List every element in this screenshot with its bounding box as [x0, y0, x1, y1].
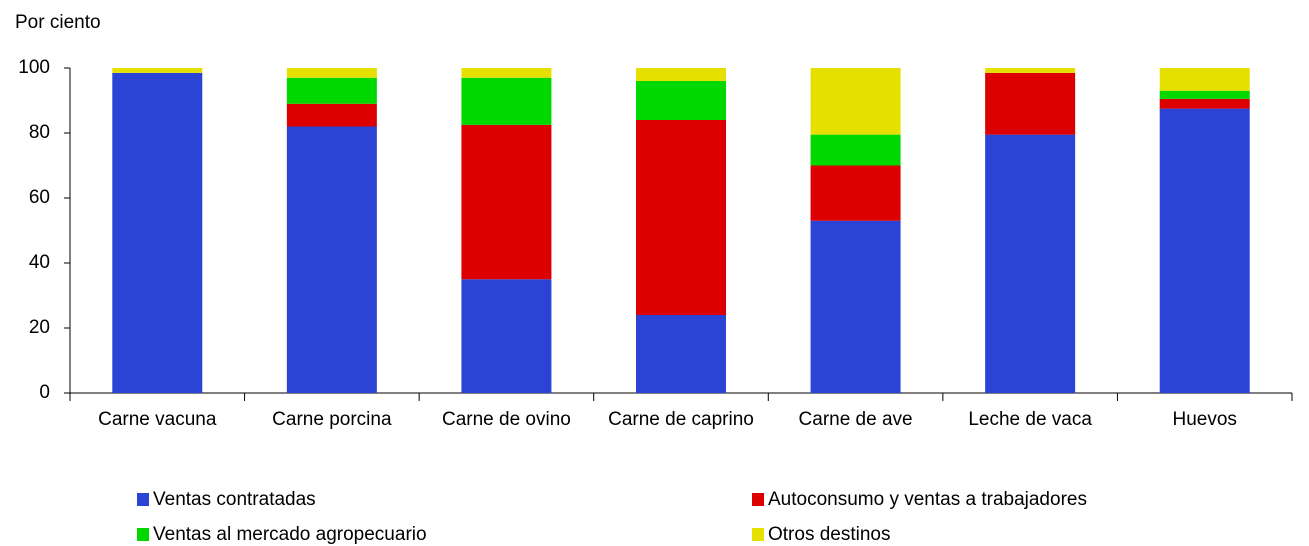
x-tick-label: Carne porcina [272, 409, 392, 430]
bar-segment [286, 126, 377, 393]
legend-label: Otros destinos [768, 524, 891, 545]
bar-segment [461, 68, 552, 78]
bar-segment [1159, 98, 1250, 109]
x-tick-label: Carne de caprino [608, 409, 754, 430]
bar-segment [1159, 90, 1250, 99]
y-axis-label: Por ciento [15, 12, 101, 33]
bar-segment [461, 77, 552, 125]
bar-segment [286, 103, 377, 127]
x-tick-label: Carne vacuna [98, 409, 217, 430]
x-tick-label: Carne de ovino [442, 409, 571, 430]
bar-segment [810, 165, 901, 221]
bar-segment [461, 279, 552, 393]
bar-segment [985, 68, 1076, 73]
bar-segment [810, 220, 901, 393]
bar-segment [461, 124, 552, 280]
bar-segment [636, 315, 726, 393]
bar-segment [810, 68, 901, 135]
bar-segment [810, 134, 901, 166]
legend-label: Ventas al mercado agropecuario [153, 524, 427, 545]
bar-segment [286, 68, 377, 78]
bar-segment [985, 72, 1076, 135]
legend-swatch [137, 528, 149, 541]
y-tick-label: 80 [29, 122, 50, 143]
legend-swatch [752, 528, 764, 541]
bar-segment [636, 81, 726, 120]
bar-segment [112, 68, 203, 73]
legend-swatch [137, 493, 149, 506]
x-tick-label: Huevos [1173, 409, 1237, 430]
y-tick-label: 40 [29, 252, 50, 273]
bar-segment [1159, 68, 1250, 91]
bar-segment [112, 72, 203, 393]
y-tick-label: 60 [29, 187, 50, 208]
y-tick-label: 0 [39, 382, 50, 403]
legend-label: Ventas contratadas [153, 489, 316, 510]
legend-label: Autoconsumo y ventas a trabajadores [768, 489, 1087, 510]
bar-segment [985, 134, 1076, 393]
bar-segment [636, 68, 726, 81]
x-tick-label: Leche de vaca [968, 409, 1092, 430]
y-tick-label: 100 [18, 57, 50, 78]
bar-segment [286, 77, 377, 104]
x-tick-label: Carne de ave [799, 409, 913, 430]
y-tick-label: 20 [29, 317, 50, 338]
bar-segment [1159, 108, 1250, 393]
bar-segment [636, 120, 726, 315]
legend-swatch [752, 493, 764, 506]
